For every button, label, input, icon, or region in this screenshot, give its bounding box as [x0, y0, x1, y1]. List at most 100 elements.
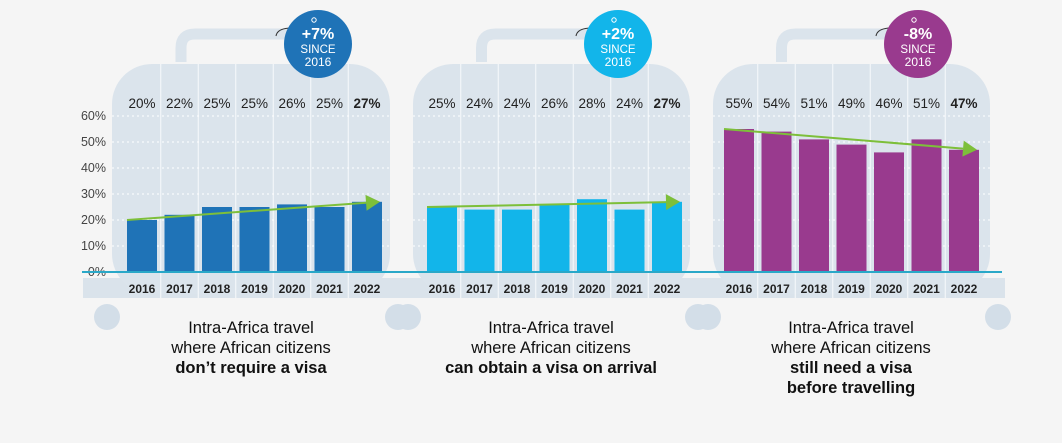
- caption-text: where African citizens: [771, 339, 931, 357]
- bar-2018: [202, 207, 232, 272]
- x-tick-label: 2022: [654, 282, 681, 296]
- caption-emphasis: don’t require a visa: [175, 359, 327, 377]
- bar-2017: [164, 214, 195, 272]
- trend-line: [126, 201, 367, 221]
- trend-arrowhead-icon: [665, 194, 680, 211]
- chart-caption-3: Intra-Africa travel where African citizen…: [701, 318, 1001, 398]
- y-axis: 0%10%20%30%40%50%60%: [81, 109, 106, 279]
- bar-2022: [352, 201, 382, 272]
- x-tick-label: 2019: [541, 282, 568, 296]
- x-tick-label: 2021: [913, 282, 940, 296]
- y-tick-label: 40%: [81, 161, 106, 175]
- tag-hole-icon: [611, 17, 617, 23]
- x-tick-label: 2016: [129, 282, 156, 296]
- bar-2022: [652, 201, 682, 272]
- bar-2021: [314, 207, 345, 272]
- x-tick-label: 2016: [726, 282, 753, 296]
- trend-arrowhead-icon: [962, 140, 977, 157]
- bar-2021: [911, 139, 942, 272]
- badge-change: +7%: [302, 26, 334, 43]
- suitcase-wheel-icon: [985, 304, 1011, 330]
- value-label: 24%: [503, 96, 530, 111]
- bar-2020: [577, 199, 607, 272]
- badge-year: 2016: [305, 55, 332, 69]
- chart-panel-2: 25% 24% 24% 26% 28% 24% 27% 2016 2017 2018 2019 202…: [388, 10, 711, 330]
- chart-caption-1: Intra-Africa travel where African citizen…: [101, 318, 401, 378]
- badge-year: 2016: [905, 55, 932, 69]
- trend-line: [723, 128, 964, 150]
- x-tick-label: 2018: [504, 282, 531, 296]
- bar-2017: [761, 131, 792, 272]
- badge-since: SINCE: [600, 44, 635, 56]
- value-label: 49%: [838, 96, 865, 111]
- suitcase-wheel-icon: [94, 304, 120, 330]
- bar-2018: [502, 209, 532, 272]
- value-label: 25%: [203, 96, 230, 111]
- value-label: 25%: [241, 96, 268, 111]
- bar-2019: [836, 144, 867, 272]
- value-label: 46%: [875, 96, 902, 111]
- x-tick-label: 2016: [429, 282, 456, 296]
- x-tick-label: 2019: [241, 282, 268, 296]
- x-tick-label: 2021: [316, 282, 343, 296]
- value-label: 47%: [950, 96, 977, 111]
- x-tick-label: 2017: [466, 282, 493, 296]
- value-label: 26%: [278, 96, 305, 111]
- caption-emphasis: can obtain a visa on arrival: [445, 359, 657, 377]
- change-badge: [584, 10, 652, 78]
- value-label: 22%: [166, 96, 193, 111]
- x-tick-label: 2019: [838, 282, 865, 296]
- y-tick-label: 20%: [81, 213, 106, 227]
- x-tick-label: 2020: [876, 282, 903, 296]
- caption-text: Intra-Africa travel: [488, 319, 614, 337]
- badge-year: 2016: [605, 55, 632, 69]
- x-tick-label: 2018: [204, 282, 231, 296]
- x-tick-label: 2022: [354, 282, 381, 296]
- caption-text: Intra-Africa travel: [188, 319, 314, 337]
- y-tick-label: 30%: [81, 187, 106, 201]
- x-tick-label: 2017: [763, 282, 790, 296]
- bar-2016: [724, 129, 754, 272]
- value-label: 25%: [428, 96, 455, 111]
- value-label: 20%: [128, 96, 155, 111]
- value-label: 51%: [800, 96, 827, 111]
- bar-2022: [949, 149, 979, 272]
- caption-emphasis: before travelling: [786, 379, 916, 397]
- y-tick-label: 50%: [81, 135, 106, 149]
- value-label: 24%: [466, 96, 493, 111]
- chart-panel-1: 20% 22% 25% 25% 26% 25% 27% 2016 2017 2018 2019 202…: [82, 10, 411, 330]
- trend-line: [426, 201, 667, 208]
- badge-change: +2%: [602, 26, 634, 43]
- bar-2020: [277, 204, 307, 272]
- value-label: 54%: [763, 96, 790, 111]
- suitcase-wheel-icon: [695, 304, 721, 330]
- value-label: 28%: [578, 96, 605, 111]
- x-tick-label: 2018: [801, 282, 828, 296]
- value-label: 27%: [653, 96, 680, 111]
- badge-since: SINCE: [900, 44, 935, 56]
- value-label: 51%: [913, 96, 940, 111]
- badge-since: SINCE: [300, 44, 335, 56]
- suitcase-wheel-icon: [395, 304, 421, 330]
- tag-hole-icon: [311, 17, 317, 23]
- tag-hole-icon: [911, 17, 917, 23]
- bar-2020: [874, 152, 904, 272]
- caption-text: where African citizens: [471, 339, 631, 357]
- bar-2016: [127, 220, 157, 272]
- x-tick-label: 2020: [579, 282, 606, 296]
- chart-panel-3: 55% 54% 51% 49% 46% 51% 47% 2016 2017 2018 2019 202…: [688, 10, 1011, 330]
- caption-emphasis: still need a visa: [790, 359, 912, 377]
- x-tick-label: 2022: [951, 282, 978, 296]
- value-label: 55%: [725, 96, 752, 111]
- x-tick-label: 2021: [616, 282, 643, 296]
- y-tick-label: 60%: [81, 109, 106, 123]
- y-tick-label: 10%: [81, 239, 106, 253]
- value-label: 24%: [616, 96, 643, 111]
- chart-caption-2: Intra-Africa travel where African citizen…: [401, 318, 701, 378]
- x-tick-label: 2017: [166, 282, 193, 296]
- trend-arrowhead-icon: [365, 194, 380, 211]
- bar-2019: [539, 204, 570, 272]
- change-badge: [284, 10, 352, 78]
- bar-2016: [427, 207, 457, 272]
